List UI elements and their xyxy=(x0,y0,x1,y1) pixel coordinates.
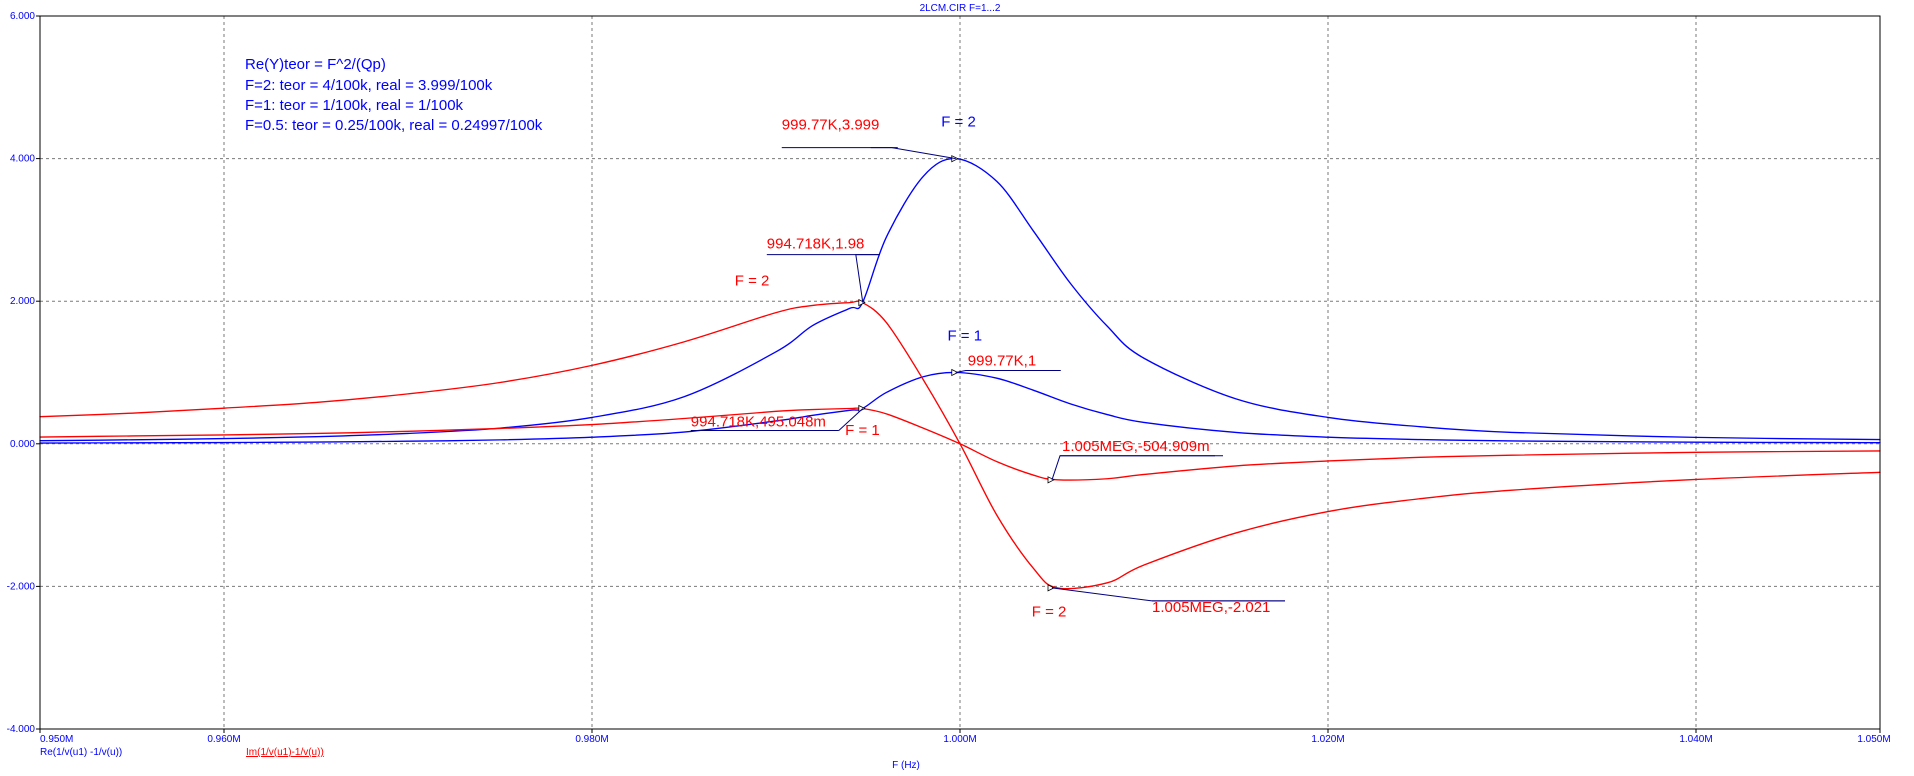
y-tick-label: 6.000 xyxy=(10,11,35,22)
marker-label: 1.005MEG,-504.909m xyxy=(1062,438,1210,455)
note-line-2: F=2: teor = 4/100k, real = 3.999/100k xyxy=(245,77,493,94)
marker-leader xyxy=(838,408,864,431)
x-axis-label: F (Hz) xyxy=(892,760,920,771)
note-line-1: Re(Y)teor = F^2/(Qp) xyxy=(245,56,386,73)
legend-blue: Re(1/v(u1) -1/v(u)) xyxy=(40,747,122,758)
annotation-layer: F = 2 F = 1 F = 2 F = 1 F = 2 xyxy=(735,114,1067,621)
curve-annotation: F = 1 xyxy=(947,327,982,344)
marker-label: 999.77K,3.999 xyxy=(782,117,880,134)
marker-point xyxy=(1047,476,1055,484)
marker-label: 999.77K,1 xyxy=(968,353,1036,370)
x-tick-label: 1.050M xyxy=(1857,734,1890,745)
marker-point xyxy=(858,298,866,307)
curve-annotation: F = 2 xyxy=(735,273,770,290)
y-tick-label: 2.000 xyxy=(10,296,35,307)
y-tick-label: -4.000 xyxy=(7,724,36,735)
marker-label: 1.005MEG,-2.021 xyxy=(1152,599,1270,616)
x-tick-label: 1.040M xyxy=(1679,734,1712,745)
chart-title: 2LCM.CIR F=1...2 xyxy=(920,3,1001,14)
x-tick-label: 0.960M xyxy=(207,734,240,745)
marker-label: 994.718K,495.048m xyxy=(691,414,826,431)
y-tick-label: 4.000 xyxy=(10,154,35,165)
series-layer xyxy=(39,157,1881,590)
series-line-3 xyxy=(39,300,1881,590)
curve-annotation: F = 2 xyxy=(1032,603,1067,620)
legend-red: Im(1/v(u1)-1/v(u)) xyxy=(246,747,324,758)
curve-annotation: F = 1 xyxy=(845,422,880,439)
marker-layer: 999.77K,3.999 994.718K,1.98 999.77K,1 994.7… xyxy=(690,117,1285,616)
axis-layer: 0.950M 0.960M 0.980M 1.000M 1.020M 1.040M 1.05… xyxy=(7,11,1891,745)
note-line-3: F=1: teor = 1/100k, real = 1/100k xyxy=(245,97,464,114)
curve-annotation: F = 2 xyxy=(941,114,976,131)
series-line-4 xyxy=(39,407,1881,481)
series-line-1 xyxy=(39,157,1881,442)
y-tick-label: 0.000 xyxy=(10,439,35,450)
x-tick-label: 1.000M xyxy=(943,734,976,745)
y-tick-label: -2.000 xyxy=(7,581,36,592)
plot-frame xyxy=(39,15,1881,730)
marker-point xyxy=(951,368,959,377)
marker-point xyxy=(1047,584,1055,592)
x-tick-label: 1.020M xyxy=(1311,734,1344,745)
marker-label: 994.718K,1.98 xyxy=(767,236,865,253)
series-line-2 xyxy=(39,371,1881,444)
note-line-4: F=0.5: teor = 0.25/100k, real = 0.24997/… xyxy=(245,117,543,134)
x-tick-label: 0.980M xyxy=(575,734,608,745)
x-tick-label: 0.950M xyxy=(40,734,73,745)
notes-block: Re(Y)teor = F^2/(Qp) F=2: teor = 4/100k,… xyxy=(245,56,543,134)
